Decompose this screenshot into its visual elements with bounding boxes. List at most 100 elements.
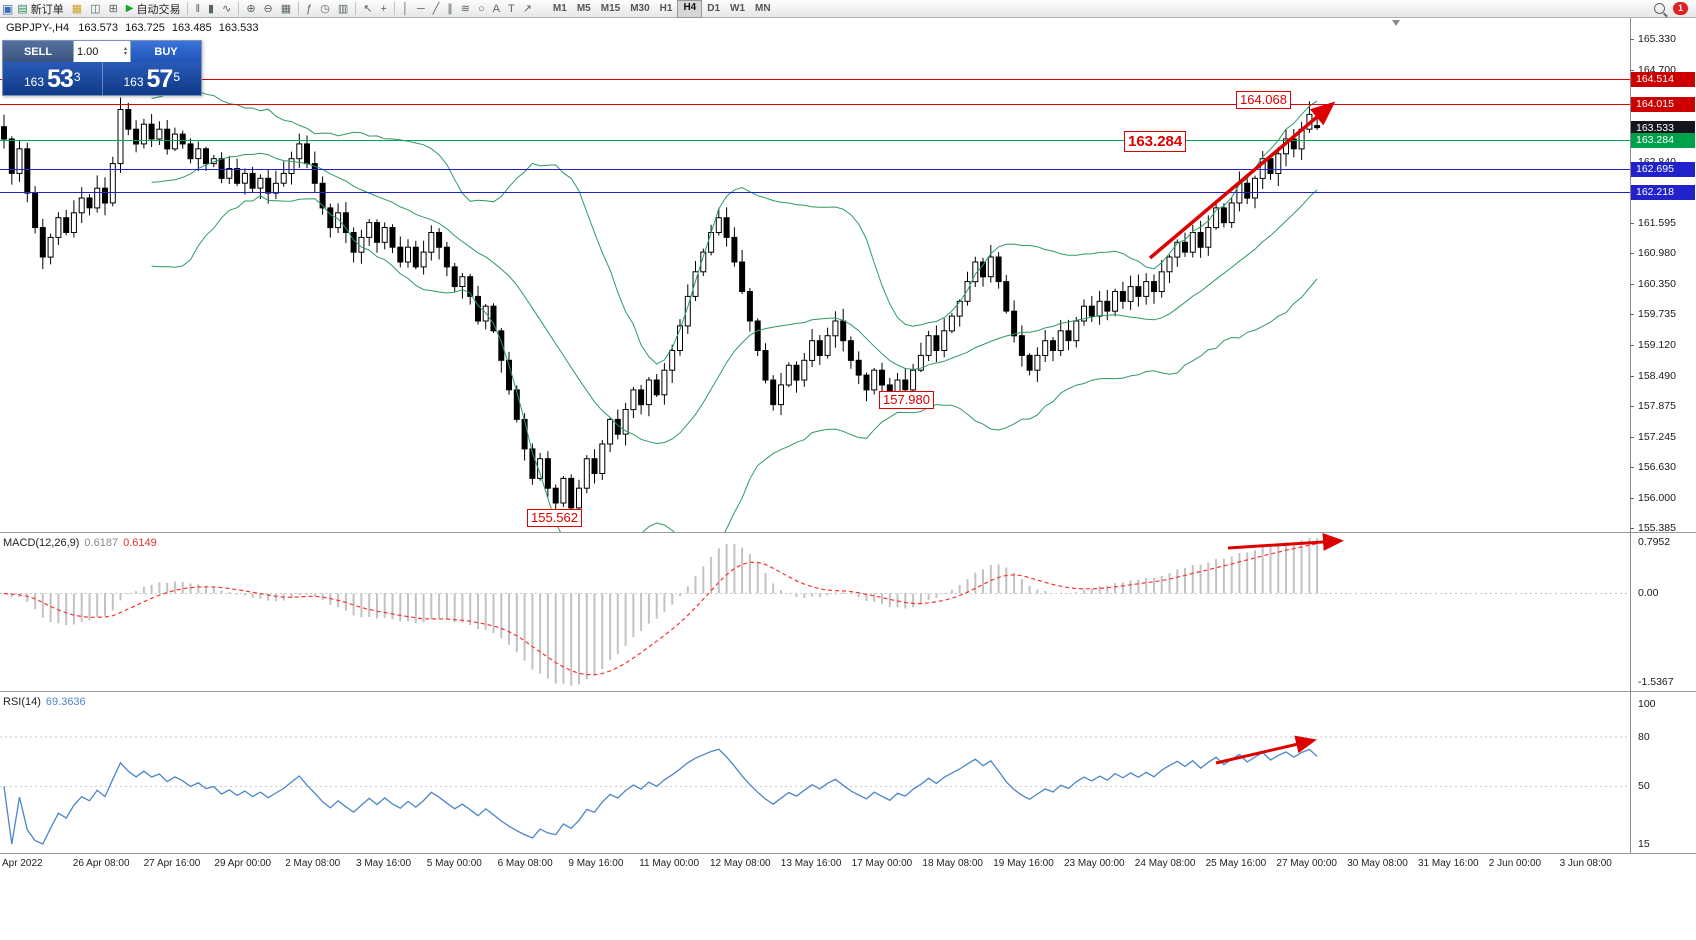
arrows-button[interactable]: ↗ (519, 1, 536, 17)
price-tag-162.218: 162.218 (1631, 185, 1695, 200)
annotation-price-label-163.284[interactable]: 163.284 (1124, 131, 1187, 152)
vertical-line-button[interactable]: │ (398, 1, 413, 17)
trend-line-button[interactable]: ╱ (429, 1, 444, 17)
time-axis-label: 12 May 08:00 (710, 858, 771, 869)
timeframe-button-D1[interactable]: D1 (707, 2, 721, 14)
indicators-icon: ƒ (306, 2, 313, 15)
buy-price[interactable]: 163 57 5 (123, 65, 181, 93)
volume-up-icon[interactable]: ▴ (123, 45, 127, 52)
horizontal-line-163.284[interactable] (0, 140, 1630, 141)
volume-input[interactable]: 1.00 ▴ ▾ (73, 41, 131, 62)
timeframe-button-H1[interactable]: H1 (659, 2, 673, 14)
macd-axis-min: -1.5367 (1638, 676, 1674, 688)
horizontal-line-162.695[interactable] (0, 169, 1630, 170)
new-order-button[interactable]: ▤ 新订单 (13, 1, 67, 17)
price-axis-label: 155.385 (1638, 522, 1676, 535)
zoom-out-icon: ⊖ (263, 2, 273, 15)
horizontal-line-button[interactable]: ─ (413, 1, 429, 17)
price-axis-label: 160.350 (1638, 278, 1676, 291)
timeframe-button-M30[interactable]: M30 (630, 2, 650, 14)
fibonacci-button[interactable]: ≋ (457, 1, 474, 17)
indicators-button[interactable]: ƒ (302, 1, 316, 17)
macd-value-main: 0.6187 (84, 537, 119, 549)
arrows-icon: ↗ (522, 2, 532, 15)
market-watch-button[interactable]: ▦ (68, 1, 86, 17)
rsi-axis-50: 50 (1638, 780, 1650, 792)
price-tag-162.695: 162.695 (1631, 162, 1695, 177)
horizontal-line-164.015[interactable] (0, 104, 1630, 105)
auto-trading-label: 自动交易 (136, 3, 181, 16)
timeframe-button-H4[interactable]: H4 (677, 0, 703, 18)
notification-badge[interactable]: 1 (1673, 2, 1688, 15)
price-axis-tick (1630, 70, 1634, 72)
zoom-out-button[interactable]: ⊖ (260, 1, 277, 17)
price-axis-label: 165.330 (1638, 33, 1676, 46)
auto-trading-button[interactable]: ▶ 自动交易 (122, 1, 185, 17)
auto-trading-icon: ▶ (125, 2, 134, 14)
data-window-button[interactable]: ◫ (86, 1, 104, 17)
rsi-pane[interactable] (0, 692, 1630, 853)
sell-price[interactable]: 163 53 3 (23, 65, 81, 93)
volume-stepper[interactable]: ▴ ▾ (123, 45, 127, 57)
time-axis-label: 25 May 16:00 (1205, 858, 1267, 869)
price-axis-tick (1630, 467, 1634, 469)
templates-button[interactable]: ▥ (334, 1, 352, 17)
time-axis-label: 23 May 00:00 (1064, 858, 1125, 869)
sell-button[interactable]: SELL (3, 41, 73, 62)
price-axis-label: 159.120 (1638, 338, 1676, 351)
price-axis-tick (1630, 284, 1634, 286)
time-axis[interactable]: Apr 2022 26 Apr 08:00 27 Apr 16:00 29 Apr 0… (0, 854, 1696, 876)
text-button[interactable]: A (489, 1, 504, 17)
line-chart-icon: ∿ (222, 2, 232, 15)
price-axis-label: 161.595 (1638, 216, 1676, 229)
pane-separator[interactable] (0, 691, 1696, 692)
buy-button[interactable]: BUY (131, 41, 201, 62)
search-icon[interactable] (1654, 3, 1665, 14)
annotation-price-label-155.562[interactable]: 155.562 (527, 509, 582, 527)
bar-chart-button[interactable]: ‖ (191, 1, 204, 17)
periods-button[interactable]: ◷ (316, 1, 334, 17)
timeframe-button-MN[interactable]: MN (755, 2, 771, 14)
time-axis-label: 31 May 16:00 (1418, 858, 1479, 869)
main-chart-pane[interactable] (0, 18, 1630, 572)
price-axis-tick (1630, 405, 1634, 407)
timeframe-button-W1[interactable]: W1 (730, 2, 746, 14)
zoom-in-button[interactable]: ⊕ (242, 1, 259, 17)
price-divider (101, 62, 103, 95)
timeframe-button-M15[interactable]: M15 (600, 2, 621, 14)
annotation-price-label-164.068[interactable]: 164.068 (1236, 91, 1291, 109)
price-axis-border (1630, 18, 1631, 853)
chart-shift-marker[interactable] (1392, 20, 1400, 26)
horizontal-line-164.514[interactable] (0, 79, 1630, 80)
price-axis-tick (1630, 375, 1634, 377)
pane-separator[interactable] (0, 532, 1696, 533)
macd-axis-zero: 0.00 (1638, 587, 1659, 600)
text-label-button[interactable]: T (504, 1, 519, 17)
timeframe-button-M5[interactable]: M5 (576, 2, 591, 14)
line-chart-button[interactable]: ∿ (218, 1, 235, 17)
time-axis-label: 6 May 08:00 (497, 858, 553, 869)
ellipse-button[interactable]: ○ (474, 1, 489, 17)
time-axis-label: 27 May 00:00 (1276, 858, 1337, 869)
crosshair-button[interactable]: + (377, 1, 391, 17)
volume-down-icon[interactable]: ▾ (123, 50, 127, 57)
channel-icon: ∥ (447, 2, 453, 15)
candlestick-button[interactable]: ▮ (204, 1, 218, 17)
annotation-price-label-157.980[interactable]: 157.980 (879, 391, 934, 409)
periods-icon: ◷ (320, 2, 330, 15)
zoom-in-icon: ⊕ (246, 2, 256, 15)
timeframe-button-M1[interactable]: M1 (552, 2, 567, 14)
ellipse-icon: ○ (477, 2, 485, 15)
price-axis-tick (1630, 222, 1634, 224)
price-axis-label: 156.000 (1638, 492, 1676, 505)
market-watch-icon: ▦ (71, 2, 83, 15)
horizontal-line-162.218[interactable] (0, 192, 1630, 193)
tile-windows-button[interactable]: ▦ (277, 1, 295, 17)
macd-pane[interactable] (0, 533, 1630, 691)
time-axis-label: Apr 2022 (2, 858, 43, 869)
channel-button[interactable]: ∥ (443, 1, 457, 17)
time-axis-label: 27 Apr 16:00 (143, 858, 201, 869)
cursor-button[interactable]: ↖ (359, 1, 376, 17)
ohlc-close: 163.533 (218, 22, 259, 34)
navigator-button[interactable]: ⊞ (105, 1, 122, 17)
